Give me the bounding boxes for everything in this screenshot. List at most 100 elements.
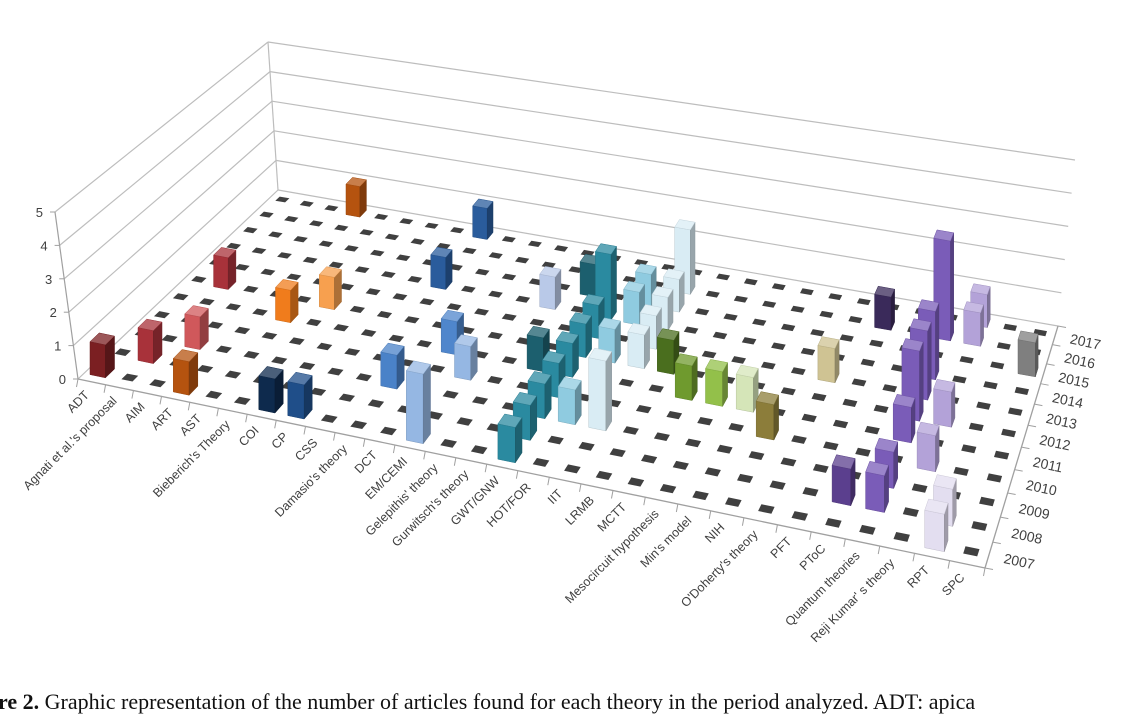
bar <box>735 364 759 413</box>
floor-marker <box>416 340 432 348</box>
floor-marker <box>309 387 327 396</box>
floor-marker <box>659 484 677 494</box>
bar <box>831 454 856 507</box>
bar-top-face <box>380 342 405 356</box>
floor-marker <box>1008 407 1023 416</box>
floor-marker <box>580 249 595 257</box>
bar-top-face <box>674 219 696 231</box>
floor-marker <box>234 264 250 271</box>
floor-marker <box>618 378 634 387</box>
y-tick-label: 3 <box>45 272 52 287</box>
x-tick-mark <box>187 402 191 411</box>
bar-front-face <box>258 375 276 414</box>
bar-top-face <box>539 266 562 278</box>
floor-marker <box>205 390 223 399</box>
bar-front-face <box>817 345 836 384</box>
floor-marker <box>344 245 359 252</box>
bar-top-face <box>651 286 674 298</box>
floor-marker <box>666 411 683 420</box>
floor-marker <box>196 365 214 373</box>
floor-marker <box>243 285 259 293</box>
bar-top-face <box>430 246 453 258</box>
floor-marker <box>771 283 786 291</box>
bar <box>380 342 405 390</box>
year-tick-mark <box>1046 363 1055 366</box>
floor-marker <box>268 231 283 238</box>
floor-marker <box>349 305 365 313</box>
bar-front-face <box>380 351 398 390</box>
bar <box>817 336 840 384</box>
floor-marker <box>564 464 581 474</box>
bar-top-face <box>527 371 552 385</box>
bar-front-face <box>674 362 693 401</box>
floor-marker <box>302 256 318 264</box>
bar-front-face <box>831 464 852 507</box>
floor-marker <box>359 229 374 236</box>
floor-marker <box>802 487 819 497</box>
bar-front-face <box>579 261 596 298</box>
floor-marker <box>570 305 586 313</box>
x-tick-mark <box>983 567 986 577</box>
category-label: O'Doherty's theory <box>678 527 761 610</box>
gridline-left-wall <box>72 159 277 347</box>
bar-top-face <box>287 371 313 386</box>
bar-side-face <box>950 232 954 341</box>
floor-marker <box>968 422 984 432</box>
y-tick-label: 1 <box>54 339 61 354</box>
year-label: 2007 <box>1002 550 1036 572</box>
floor-marker <box>440 439 457 448</box>
category-label: PToC <box>797 542 829 574</box>
bar-front-face <box>924 509 945 553</box>
bar-top-face <box>318 266 342 278</box>
floor-marker <box>990 361 1005 370</box>
year-label: 2014 <box>1051 389 1085 411</box>
floor-marker <box>374 213 389 220</box>
x-tick-mark <box>392 444 396 454</box>
floor-marker <box>410 238 425 245</box>
bar-top-face <box>874 285 895 298</box>
x-tick-mark <box>159 396 162 405</box>
floor-marker <box>354 266 370 273</box>
floor-marker <box>320 414 338 423</box>
floor-marker <box>388 334 405 343</box>
floor-marker <box>324 205 339 212</box>
bar <box>1017 330 1039 378</box>
floor-marker <box>634 259 649 266</box>
floor-marker <box>488 252 503 259</box>
x-tick-mark <box>947 560 951 569</box>
bar-front-face <box>623 288 640 326</box>
bar-front-face <box>755 400 775 441</box>
bar <box>916 421 940 473</box>
floor-marker <box>1014 386 1029 395</box>
bar <box>287 371 313 420</box>
floor-marker <box>355 373 372 382</box>
floor-marker <box>252 308 268 316</box>
category-label: Reji Kumar' s theory <box>808 555 898 645</box>
bar-top-face <box>892 394 916 408</box>
x-tick-mark <box>912 553 915 562</box>
floor-marker <box>622 276 637 283</box>
bar-top-face <box>831 454 856 470</box>
floor-marker <box>609 448 626 457</box>
bar-top-face <box>623 281 646 293</box>
floor-marker <box>780 387 796 396</box>
bar-top-face <box>963 301 984 314</box>
bar-top-face <box>89 332 116 346</box>
bar <box>172 349 199 396</box>
floor-marker <box>309 220 324 227</box>
year-label: 2009 <box>1017 500 1051 522</box>
floor-marker <box>488 290 503 298</box>
bar-front-face <box>539 273 556 310</box>
floor-marker <box>953 466 969 476</box>
x-tick-mark <box>547 477 550 486</box>
floor-marker <box>392 293 408 301</box>
floor-marker <box>801 413 817 423</box>
floor-marker <box>791 511 808 521</box>
x-tick-mark <box>579 483 582 492</box>
bar-top-face <box>497 413 523 428</box>
category-label: ADT <box>64 388 92 416</box>
bar-top-face <box>627 322 651 336</box>
bar-top-face <box>454 334 478 347</box>
floor-marker <box>547 435 564 445</box>
